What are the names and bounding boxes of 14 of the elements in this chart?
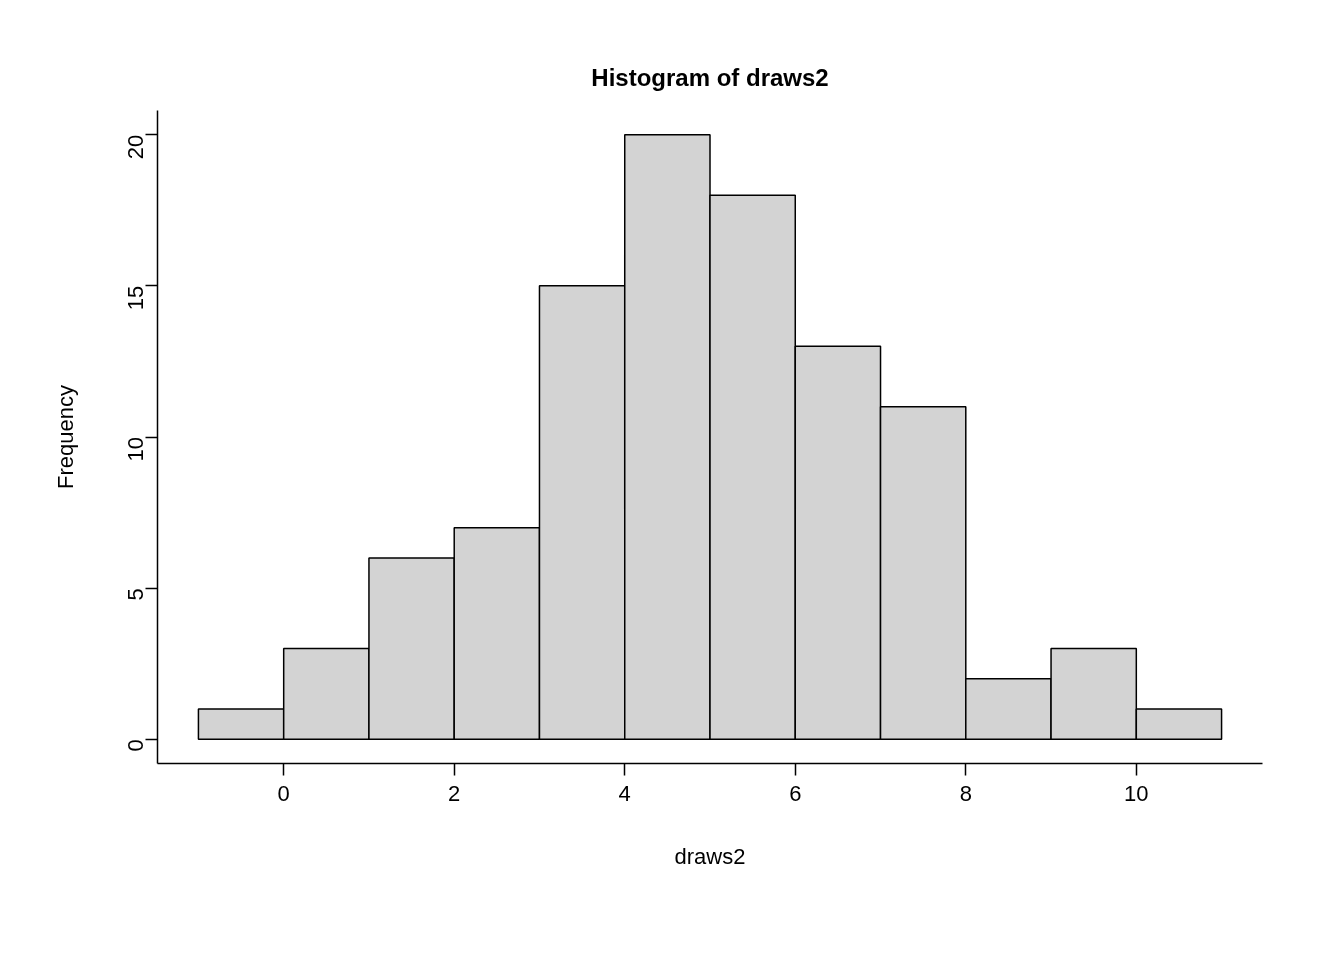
x-tick-label: 8 <box>959 780 972 806</box>
x-axis-title: draws2 <box>674 843 746 869</box>
y-tick-label: 5 <box>123 588 148 601</box>
x-tick-label: 2 <box>448 780 461 806</box>
y-axis-title: Frequency <box>52 385 78 489</box>
y-tick-label: 10 <box>123 436 148 462</box>
x-tick-label: 0 <box>277 780 290 806</box>
chart-title: Histogram of draws2 <box>591 63 829 91</box>
y-tick-label: 20 <box>123 134 148 160</box>
x-tick-label: 10 <box>1124 780 1149 806</box>
y-tick-label: 0 <box>123 739 148 752</box>
y-tick-label: 15 <box>123 285 148 311</box>
x-tick-label: 4 <box>618 780 631 806</box>
x-tick-label: 6 <box>789 780 802 806</box>
